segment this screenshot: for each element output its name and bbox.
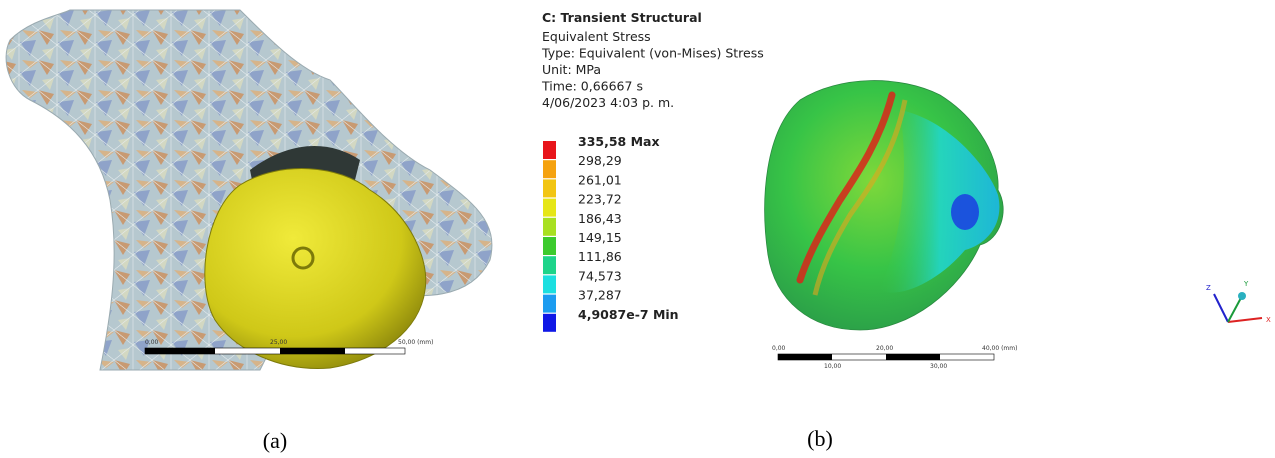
- axis-label: Z: [1206, 284, 1211, 292]
- legend: 335,58 Max 298,29 261,01 223,72 186,43 149,15…: [543, 134, 679, 332]
- legend-swatch: [543, 160, 556, 178]
- legend-label: 186,43: [578, 211, 622, 226]
- scale-label: 25,00: [270, 339, 287, 346]
- scale-label: 0,00: [145, 339, 159, 346]
- header-line: Type: Equivalent (von-Mises) Stress: [541, 46, 764, 61]
- legend-swatch: [543, 218, 556, 236]
- legend-swatch: [543, 179, 556, 197]
- caption: (b): [807, 426, 833, 451]
- scale-label: 40,00 (mm): [982, 345, 1017, 352]
- axis-triad: Z Y X: [1206, 280, 1271, 324]
- header-line: Equivalent Stress: [542, 29, 651, 44]
- legend-swatch: [543, 256, 556, 274]
- panel-b: C: Transient Structural Equivalent Stres…: [541, 10, 1271, 370]
- legend-label: 111,86: [578, 249, 622, 264]
- caption: (a): [263, 428, 287, 453]
- result-title: C: Transient Structural: [542, 10, 702, 25]
- scale-label: 20,00: [876, 345, 893, 352]
- axis-label: X: [1266, 316, 1271, 324]
- legend-label: 223,72: [578, 192, 622, 207]
- scale-bar: 0,00 20,00 40,00 (mm) 10,00 30,00: [772, 345, 1017, 370]
- header-line: Time: 0,66667 s: [541, 79, 643, 94]
- panel-a: 0,00 25,00 50,00 (mm): [6, 10, 492, 370]
- legend-swatch: [543, 237, 556, 255]
- legend-swatch: [543, 314, 556, 332]
- axis-label: Y: [1243, 280, 1249, 288]
- header-line: Unit: MPa: [542, 62, 601, 77]
- legend-swatch: [543, 295, 556, 313]
- figure: 0,00 25,00 50,00 (mm) (a) C: Transient S…: [0, 0, 1275, 458]
- legend-swatch: [543, 275, 556, 293]
- scale-label: 30,00: [930, 363, 947, 370]
- legend-swatch: [543, 141, 556, 159]
- legend-label: 149,15: [578, 230, 622, 245]
- legend-label: 298,29: [578, 153, 622, 168]
- header-lines: Equivalent Stress Type: Equivalent (von-M…: [541, 29, 764, 110]
- scale-label: 0,00: [772, 345, 786, 352]
- header-line: 4/06/2023 4:03 p. m.: [542, 95, 674, 110]
- legend-label: 335,58 Max: [578, 134, 660, 149]
- legend-label: 261,01: [578, 172, 622, 187]
- legend-label: 74,573: [578, 268, 622, 283]
- legend-swatch: [543, 199, 556, 217]
- legend-label: 4,9087e-7 Min: [578, 307, 679, 322]
- scale-label: 50,00 (mm): [398, 339, 433, 346]
- page: 0,00 25,00 50,00 (mm) (a) C: Transient S…: [0, 0, 1275, 458]
- scale-label: 10,00: [824, 363, 841, 370]
- legend-label: 37,287: [578, 288, 622, 303]
- min-region: [951, 194, 979, 230]
